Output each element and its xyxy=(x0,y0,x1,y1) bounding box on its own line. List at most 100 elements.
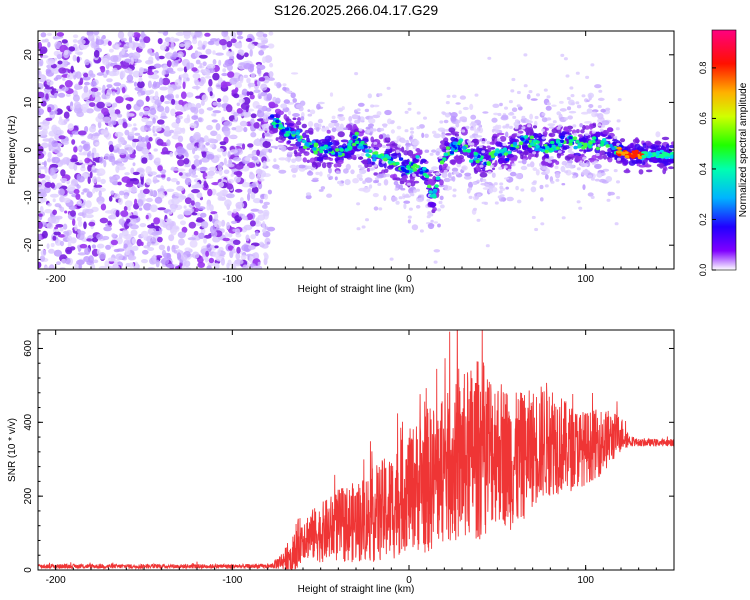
noise-blob xyxy=(68,46,76,52)
ridge-core xyxy=(352,135,357,140)
noise-blob xyxy=(221,127,231,132)
faint-blob xyxy=(525,119,530,123)
noise-blob xyxy=(262,140,272,149)
noise-blob xyxy=(250,192,256,200)
ridge-core xyxy=(488,151,493,156)
noise-blob xyxy=(110,190,115,196)
faint-blob xyxy=(572,124,577,128)
ridge-core xyxy=(568,142,573,146)
noise-blob xyxy=(166,245,171,252)
noise-blob xyxy=(253,122,260,129)
faint-blob xyxy=(373,164,378,168)
noise-blob xyxy=(59,178,68,182)
noise-blob xyxy=(84,247,91,256)
noise-blob xyxy=(199,166,208,171)
noise-blob xyxy=(211,230,218,238)
faint-blob xyxy=(478,144,483,149)
noise-blob xyxy=(229,149,238,154)
noise-blob xyxy=(137,92,142,97)
ridge-blob xyxy=(272,127,279,134)
noise-blob xyxy=(227,151,231,158)
ridge-blob xyxy=(289,143,297,147)
ridge-core xyxy=(568,139,574,143)
noise-blob xyxy=(192,73,201,79)
noise-blob xyxy=(115,253,124,261)
noise-blob xyxy=(140,241,144,246)
noise-blob xyxy=(188,221,196,229)
ridge-blob xyxy=(409,154,417,159)
y-tick-label: 20 xyxy=(23,49,34,61)
faint-blob xyxy=(435,172,440,176)
noise-blob xyxy=(161,69,166,76)
noise-blob xyxy=(169,70,176,74)
noise-blob xyxy=(141,259,148,264)
noise-blob xyxy=(200,100,205,106)
noise-blob xyxy=(71,139,76,145)
noise-blob xyxy=(123,243,128,249)
noise-blob xyxy=(262,160,267,169)
noise-blob xyxy=(107,220,112,226)
faint-blob xyxy=(578,206,583,210)
ridge-blob xyxy=(491,128,495,133)
ridge-blob xyxy=(338,116,346,122)
noise-blob xyxy=(221,72,228,77)
ridge-blob xyxy=(563,145,571,150)
ridge-blob xyxy=(444,184,448,190)
noise-blob xyxy=(98,265,107,269)
ridge-core xyxy=(505,157,510,162)
ridge-blob xyxy=(579,149,584,152)
noise-blob xyxy=(196,192,203,199)
noise-blob xyxy=(246,213,254,221)
ridge-blob xyxy=(372,104,380,108)
faint-blob xyxy=(476,193,481,197)
faint-blob xyxy=(441,111,446,115)
ridge-blob xyxy=(432,207,437,212)
noise-blob xyxy=(59,240,65,247)
noise-blob xyxy=(116,162,125,167)
ridge-core xyxy=(599,143,605,147)
ridge-blob xyxy=(489,141,494,145)
noise-blob xyxy=(208,214,213,222)
noise-blob xyxy=(221,219,226,227)
ridge-blob xyxy=(424,133,429,138)
noise-blob xyxy=(96,168,106,176)
ridge-blob xyxy=(366,163,373,168)
noise-blob xyxy=(84,126,89,133)
noise-blob xyxy=(249,220,256,227)
faint-blob xyxy=(505,123,510,127)
noise-blob xyxy=(77,220,83,227)
noise-blob xyxy=(256,137,260,146)
ridge-blob xyxy=(448,127,456,133)
ridge-blob xyxy=(362,180,366,185)
x-tick-label: -100 xyxy=(222,575,242,586)
noise-blob xyxy=(48,264,55,269)
ridge-blob xyxy=(555,160,560,165)
x-tick-label: -200 xyxy=(46,274,66,285)
noise-blob xyxy=(77,212,85,217)
noise-blob xyxy=(108,106,116,115)
noise-blob xyxy=(39,58,44,67)
ridge-blob xyxy=(330,139,337,143)
noise-blob xyxy=(260,83,268,91)
ridge-core xyxy=(359,145,365,150)
noise-blob xyxy=(234,125,244,133)
noise-blob xyxy=(184,247,192,252)
faint-blob xyxy=(412,146,417,150)
ridge-core xyxy=(550,140,555,145)
ridge-blob xyxy=(328,167,332,174)
noise-blob xyxy=(190,106,197,113)
noise-blob xyxy=(40,32,47,38)
noise-blob xyxy=(223,157,227,166)
ridge-core xyxy=(450,147,455,152)
noise-blob xyxy=(118,197,123,205)
noise-blob xyxy=(166,139,171,147)
noise-blob xyxy=(157,207,167,211)
faint-blob xyxy=(482,178,487,182)
noise-blob xyxy=(171,98,176,105)
ridge-blob xyxy=(343,168,349,174)
noise-blob xyxy=(186,62,190,71)
noise-blob xyxy=(81,92,91,101)
ridge-core xyxy=(398,157,404,161)
ridge-core xyxy=(406,165,411,169)
ridge-blob xyxy=(402,175,409,180)
